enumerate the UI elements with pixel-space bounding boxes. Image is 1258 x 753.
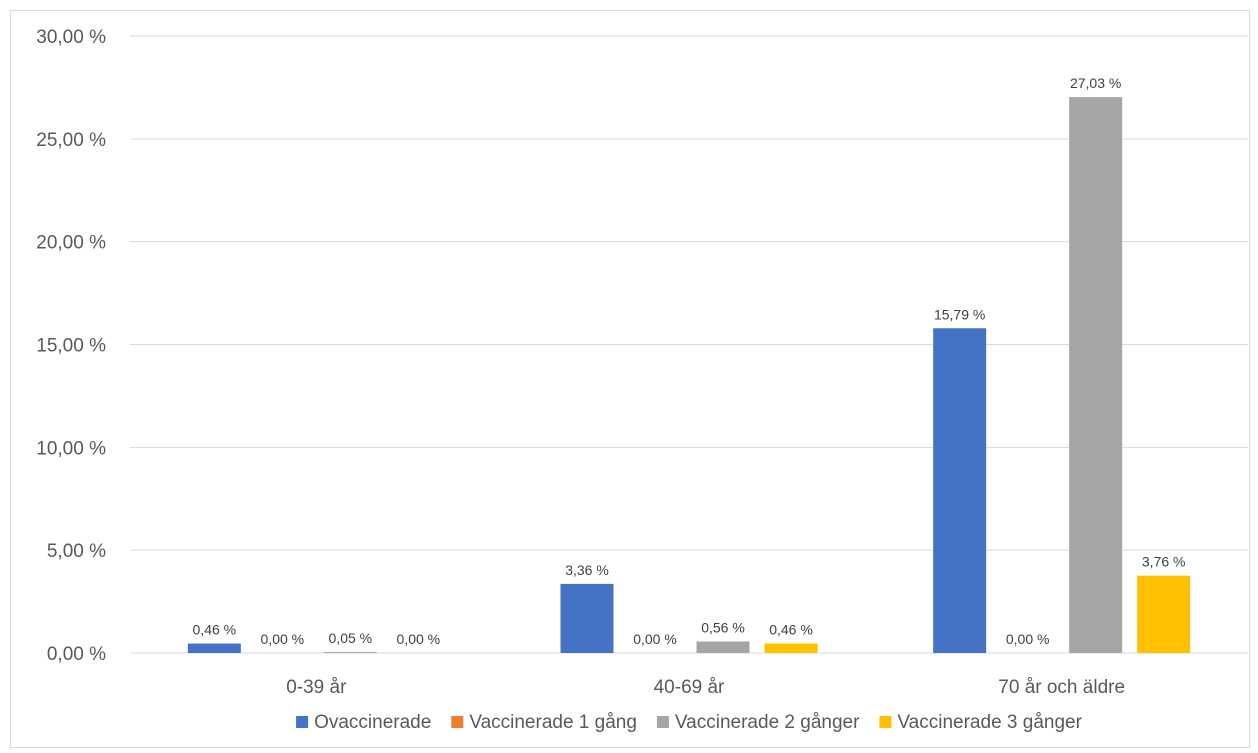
y-tick-label: 20,00 % <box>36 233 106 254</box>
legend-label: Vaccinerade 1 gång <box>469 712 637 733</box>
category-label: 70 år och äldre <box>998 677 1125 698</box>
legend-swatch-1 <box>451 716 464 728</box>
legend-swatch-2 <box>656 716 669 728</box>
bar-2-2 <box>1069 97 1123 653</box>
data-label: 27,03 % <box>1070 75 1121 91</box>
data-label: 0,00 % <box>261 631 305 647</box>
data-label: 0,46 % <box>193 622 237 638</box>
y-axis-tick-labels: 0,00 % 5,00 % 10,00 % 15,00 % 20,00 % 25,00 %… <box>36 27 106 665</box>
data-label: 0,00 % <box>633 631 677 647</box>
data-labels: 0,46 % 0,00 % 0,05 % 0,00 % 3,36 % 0,00 % 0,56… <box>193 75 1186 647</box>
legend-swatch-0 <box>296 716 309 728</box>
data-label: 0,56 % <box>701 619 745 635</box>
y-tick-label: 15,00 % <box>36 336 106 357</box>
y-tick-label: 10,00 % <box>36 438 106 459</box>
bar-0-0 <box>187 643 241 653</box>
bar-2-0 <box>323 651 377 653</box>
legend-label: Vaccinerade 2 gånger <box>675 712 860 733</box>
legend-label: Vaccinerade 3 gånger <box>897 712 1082 733</box>
category-label: 40-69 år <box>654 677 725 698</box>
bar-3-2 <box>1137 575 1191 653</box>
category-label: 0-39 år <box>286 677 347 698</box>
data-label: 0,00 % <box>1006 631 1050 647</box>
data-label: 0,05 % <box>329 630 373 646</box>
legend-swatch-3 <box>879 716 892 728</box>
data-label: 3,76 % <box>1142 554 1186 570</box>
data-label: 3,36 % <box>565 562 609 578</box>
bars <box>187 97 1191 653</box>
chart-frame <box>10 10 1250 748</box>
y-tick-label: 25,00 % <box>36 130 106 151</box>
y-tick-label: 5,00 % <box>47 541 106 562</box>
legend-label: Ovaccinerade <box>314 712 431 733</box>
data-label: 0,00 % <box>397 631 441 647</box>
data-label: 0,46 % <box>769 622 813 638</box>
bar-2-1 <box>696 641 750 653</box>
gridlines <box>130 35 1248 654</box>
y-tick-label: 0,00 % <box>47 644 106 665</box>
x-axis-category-labels: 0-39 år 40-69 år 70 år och äldre <box>286 677 1125 698</box>
y-tick-label: 30,00 % <box>36 27 106 48</box>
bar-0-2 <box>933 328 987 653</box>
bar-0-1 <box>560 583 614 653</box>
bar-3-1 <box>764 643 818 653</box>
data-label: 15,79 % <box>934 306 985 322</box>
legend: Ovaccinerade Vaccinerade 1 gång Vaccinerad… <box>296 712 1083 733</box>
